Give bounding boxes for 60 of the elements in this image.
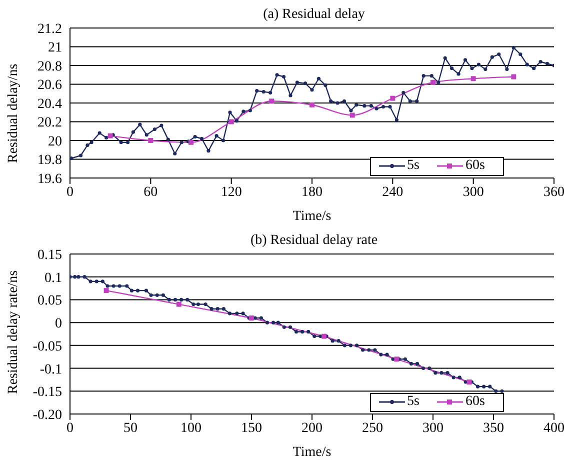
x-tick-label: 300	[462, 184, 484, 200]
x-tick-label: 300	[422, 420, 444, 436]
x-tick-label: 250	[362, 420, 383, 436]
point	[108, 133, 113, 138]
point	[430, 80, 436, 85]
y-tick-label: -0.05	[32, 339, 62, 354]
point	[176, 302, 182, 307]
x-tick-label: 400	[544, 420, 564, 436]
y-tick-label: 20.2	[38, 116, 62, 131]
y-tick-label: 0.15	[38, 248, 62, 263]
x-axis-title: Time/s	[292, 445, 332, 460]
legend-label: 60s	[464, 158, 485, 173]
point	[322, 334, 327, 339]
y-tick-label: 0	[55, 316, 62, 332]
x-tick-label: 240	[382, 184, 404, 200]
legend-label: 60s	[464, 394, 485, 409]
x-tick-label: 360	[544, 184, 564, 200]
point	[511, 74, 516, 80]
y-tick-label: 21	[48, 40, 62, 56]
y-tick-label: 21.2	[38, 22, 62, 37]
point	[350, 112, 355, 118]
x-tick-label: 120	[220, 184, 242, 200]
x-tick-label: 0	[66, 420, 74, 436]
point	[310, 102, 314, 108]
point	[466, 380, 472, 384]
point	[228, 119, 234, 124]
point	[188, 140, 194, 145]
y-tick-label: 19.8	[38, 153, 62, 168]
point	[104, 288, 109, 294]
x-tick-label: 180	[302, 184, 322, 200]
y-tick-label: 0.05	[38, 294, 62, 309]
x-axis-title: Time/s	[292, 209, 332, 224]
point	[249, 316, 254, 320]
legend-label: 5s	[406, 158, 420, 173]
y-tick-label: 20.6	[38, 78, 62, 94]
x-tick-label: 200	[302, 420, 322, 436]
point	[269, 98, 274, 104]
x-tick-label: 50	[124, 420, 138, 436]
x-tick-label: 0	[66, 184, 74, 200]
point	[394, 356, 400, 362]
y-tick-label: 19.6	[38, 172, 62, 187]
legend-label: 5s	[406, 394, 420, 409]
x-tick-label: 60	[144, 184, 158, 200]
point	[148, 138, 154, 143]
chart-title: (b) Residual delay rate	[250, 233, 378, 248]
y-tick-label: -0.20	[32, 408, 62, 423]
chart-title: (a) Residual delay	[263, 7, 365, 22]
y-tick-label: 20	[48, 134, 62, 150]
y-axis-title: Residual delay/ns	[6, 64, 21, 163]
y-tick-label: 20.4	[38, 96, 62, 112]
x-tick-label: 350	[483, 420, 504, 436]
y-tick-label: 20.8	[38, 59, 62, 74]
y-tick-label: -0.1	[40, 362, 62, 378]
y-tick-label: 0.1	[44, 270, 62, 286]
x-tick-label: 150	[241, 420, 262, 436]
y-tick-label: -0.15	[32, 385, 62, 400]
x-tick-label: 100	[180, 420, 202, 436]
y-axis-title: Residual delay rate/ns	[6, 270, 21, 394]
point	[470, 76, 476, 82]
point	[390, 96, 396, 101]
